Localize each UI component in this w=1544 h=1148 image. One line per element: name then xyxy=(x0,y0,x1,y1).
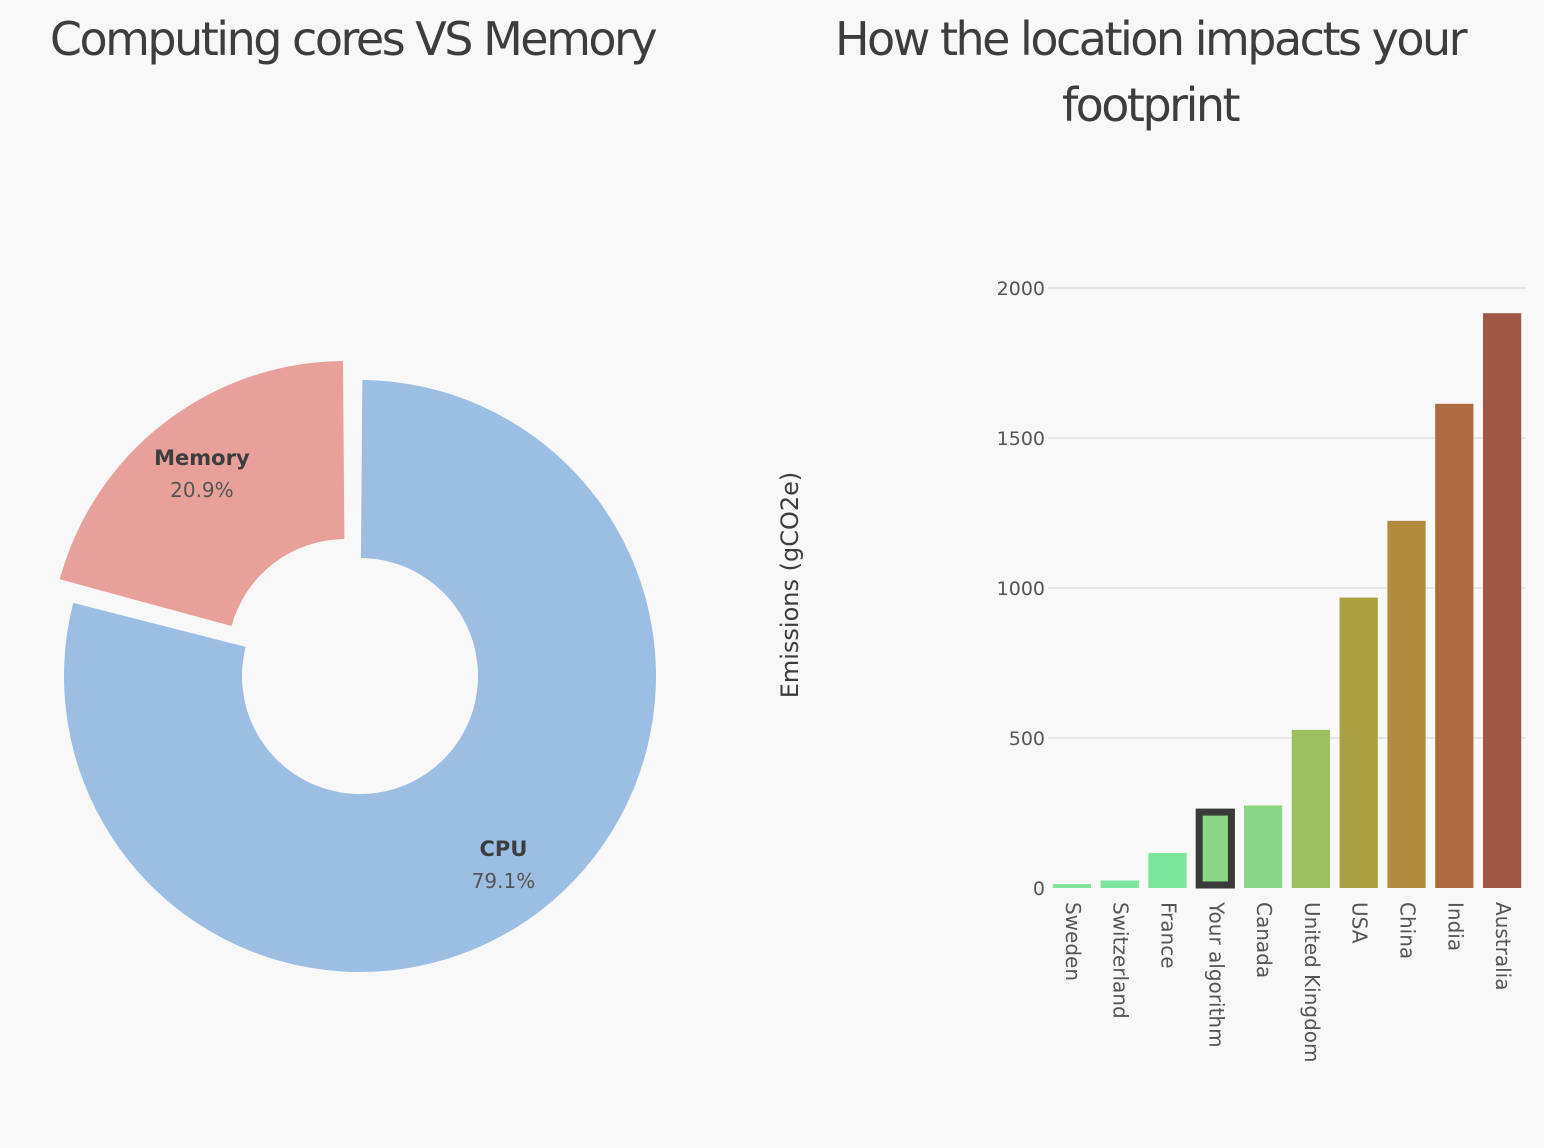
y-tick-label: 1000 xyxy=(997,578,1045,600)
donut-slice-cpu[interactable] xyxy=(64,380,657,972)
y-axis-title: Emissions (gCO2e) xyxy=(776,472,804,699)
bar-france[interactable] xyxy=(1148,852,1187,888)
x-label-united-kingdom: United Kingdom xyxy=(1300,902,1324,1063)
x-label-australia: Australia xyxy=(1491,902,1515,990)
bar-canada[interactable] xyxy=(1243,805,1283,889)
bar-chart-title: How the location impacts your footprint xyxy=(834,12,1468,132)
bar-chart: 0 500 1000 1500 2000 Sweden Switzerland France… xyxy=(776,278,1526,1063)
y-tick-label: 0 xyxy=(1033,878,1045,900)
y-tick-label: 1500 xyxy=(997,428,1045,450)
slice-percent-cpu: 79.1% xyxy=(472,869,536,893)
slice-label-cpu: CPU xyxy=(480,837,528,861)
bar-your-algorithm[interactable] xyxy=(1195,808,1235,889)
bar-india[interactable] xyxy=(1435,403,1474,888)
y-tick-label: 500 xyxy=(1009,728,1045,750)
donut-slice-memory[interactable] xyxy=(59,360,345,627)
slice-percent-memory: 20.9% xyxy=(170,478,234,502)
slice-label-memory: Memory xyxy=(154,446,250,470)
donut-chart-title: Computing cores VS Memory xyxy=(49,12,658,66)
bar-sweden[interactable] xyxy=(1052,884,1092,888)
x-label-your-algorithm: Your algorithm xyxy=(1204,901,1228,1048)
x-label-china: China xyxy=(1396,902,1420,959)
bar-china[interactable] xyxy=(1387,520,1426,888)
x-category-labels: Sweden Switzerland France Your algorithm Can… xyxy=(1061,901,1515,1063)
bar-united-kingdom[interactable] xyxy=(1291,729,1331,888)
x-label-sweden: Sweden xyxy=(1061,902,1085,981)
y-tick-label: 2000 xyxy=(997,278,1045,300)
bar-australia[interactable] xyxy=(1482,313,1522,888)
bars xyxy=(1052,313,1522,889)
x-label-india: India xyxy=(1443,902,1467,951)
donut-chart: CPU 79.1% Memory 20.9% xyxy=(59,360,657,972)
x-label-usa: USA xyxy=(1348,902,1372,944)
x-label-canada: Canada xyxy=(1252,902,1276,978)
x-label-switzerland: Switzerland xyxy=(1109,902,1133,1019)
y-tick-labels: 0 500 1000 1500 2000 xyxy=(997,278,1045,900)
x-label-france: France xyxy=(1157,902,1181,969)
bar-switzerland[interactable] xyxy=(1100,880,1139,889)
bar-usa[interactable] xyxy=(1339,597,1378,888)
